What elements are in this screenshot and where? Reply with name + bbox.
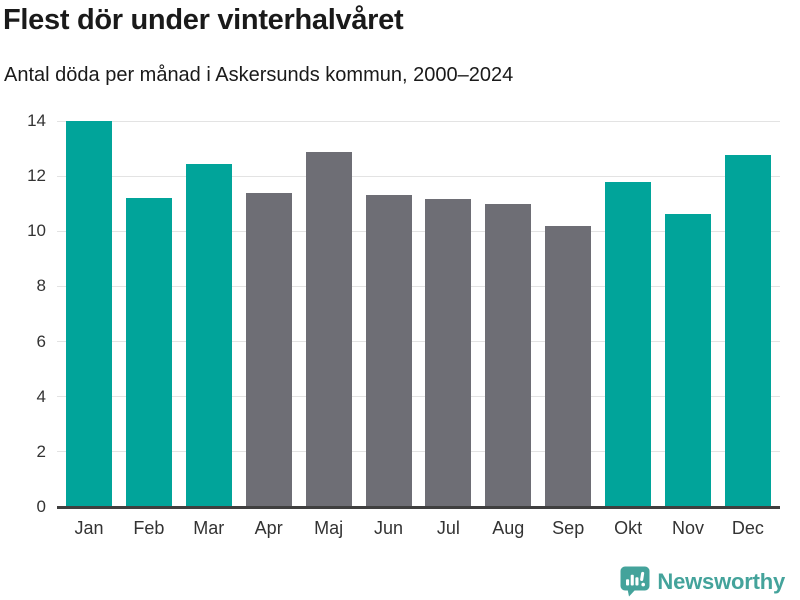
bar-nov — [665, 213, 711, 507]
gridline-y-2 — [57, 451, 780, 453]
x-axis-label-mar: Mar — [193, 518, 225, 538]
brand-footer: Newsworthy — [620, 566, 785, 597]
y-axis-tick-label: 2 — [36, 441, 46, 461]
gridline-y-10 — [57, 230, 780, 232]
bar-okt — [605, 181, 652, 507]
y-axis-tick-label: 8 — [36, 276, 46, 296]
gridline-y-4 — [57, 396, 780, 398]
gridline-y-12 — [57, 175, 780, 177]
chart-subtitle: Antal döda per månad i Askersunds kommun… — [4, 64, 514, 86]
x-axis-label-jun: Jun — [373, 518, 404, 538]
x-axis-label-aug: Aug — [492, 518, 525, 538]
bar-mar — [185, 164, 232, 507]
x-axis-line — [57, 505, 780, 509]
bar-apr — [245, 192, 292, 507]
x-axis-label-jan: Jan — [74, 518, 104, 538]
x-axis-label-apr: Apr — [254, 518, 283, 538]
y-axis-tick-label: 12 — [27, 166, 46, 186]
brand-name-text: Newsworthy — [657, 568, 785, 594]
newsworthy-speech-bubble-chart-icon — [620, 566, 650, 597]
y-axis-tick-label: 6 — [36, 331, 46, 351]
chart-title: Flest dör under vinterhalvåret — [3, 4, 404, 36]
x-axis-label-maj: Maj — [314, 518, 344, 538]
x-axis-label-dec: Dec — [731, 518, 764, 538]
gridline-y-8 — [57, 285, 780, 287]
x-axis-label-sep: Sep — [552, 518, 585, 538]
y-axis-tick-label: 0 — [36, 497, 46, 516]
gridline-y-14 — [57, 120, 780, 122]
y-axis-tick-label: 14 — [27, 111, 46, 130]
y-axis-tick-label: 10 — [27, 221, 46, 241]
x-axis-label-nov: Nov — [671, 518, 704, 538]
gridline-y-6 — [57, 341, 780, 343]
y-axis-tick-label: 4 — [36, 386, 46, 406]
bar-dec — [724, 155, 771, 507]
bar-sep — [545, 225, 592, 507]
bar-jun — [365, 194, 412, 507]
bar-maj — [305, 151, 352, 507]
bar-jan — [66, 121, 112, 507]
bar-aug — [485, 203, 532, 507]
x-axis-label-jul: Jul — [436, 518, 460, 538]
bar-feb — [125, 198, 172, 507]
x-axis-label-okt: Okt — [614, 518, 643, 538]
x-axis-label-feb: Feb — [133, 518, 165, 538]
bar-jul — [425, 199, 472, 507]
